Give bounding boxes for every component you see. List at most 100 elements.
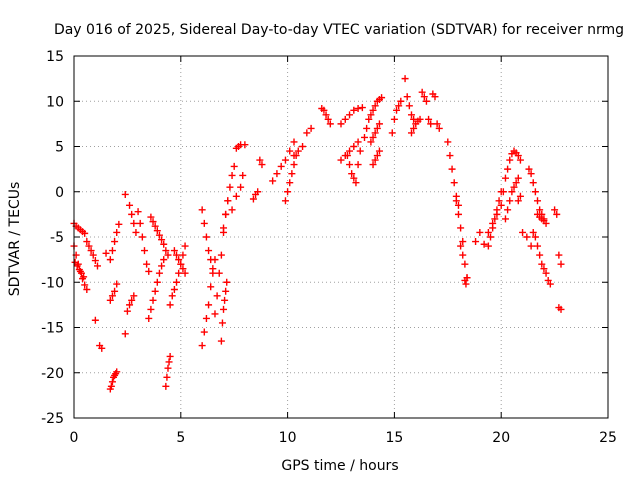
data-point	[341, 115, 349, 123]
data-point	[506, 156, 514, 164]
data-point	[132, 228, 140, 236]
series-sat-i	[121, 190, 138, 338]
data-point	[484, 228, 492, 236]
data-point	[222, 287, 230, 295]
data-point	[551, 206, 559, 214]
data-point	[166, 301, 174, 309]
data-point	[223, 278, 231, 286]
data-point	[288, 170, 296, 178]
data-point	[158, 236, 166, 244]
data-point	[514, 197, 522, 205]
data-point	[155, 269, 163, 277]
data-point	[153, 227, 161, 235]
data-point	[420, 93, 428, 101]
series-sat-b	[70, 242, 91, 293]
data-point	[277, 162, 285, 170]
series-sat-n	[162, 352, 174, 390]
data-point	[224, 197, 232, 205]
data-point	[205, 301, 213, 309]
series-sat-ak	[407, 115, 424, 137]
data-point	[501, 215, 509, 223]
data-point	[346, 161, 354, 169]
data-point	[207, 256, 215, 264]
data-point	[153, 278, 161, 286]
data-point	[126, 301, 134, 309]
y-tick-label: -25	[41, 411, 64, 427]
data-point	[452, 197, 460, 205]
data-point	[89, 251, 97, 259]
data-point	[239, 171, 247, 179]
data-point	[555, 251, 563, 259]
series-sat-w	[232, 141, 245, 152]
data-point	[531, 188, 539, 196]
data-point	[484, 242, 492, 250]
data-point	[546, 280, 554, 288]
data-point	[175, 256, 183, 264]
data-point	[307, 124, 315, 132]
data-point	[113, 368, 121, 376]
data-point	[495, 197, 503, 205]
y-tick-label: -20	[41, 366, 64, 382]
data-point	[529, 228, 537, 236]
data-point	[371, 129, 379, 137]
data-point	[200, 328, 208, 336]
chart-title: Day 016 of 2025, Sidereal Day-to-day VTE…	[54, 22, 624, 38]
data-point	[115, 220, 123, 228]
data-point	[390, 115, 398, 123]
data-point	[226, 183, 234, 191]
data-point	[523, 233, 531, 241]
data-point	[337, 120, 345, 128]
data-point	[418, 88, 426, 96]
data-point	[170, 285, 178, 293]
data-point	[126, 201, 134, 209]
data-point	[175, 269, 183, 277]
series-sat-e	[91, 249, 110, 352]
data-point	[85, 242, 93, 250]
data-point	[512, 179, 520, 187]
data-point	[371, 102, 379, 110]
data-point	[454, 201, 462, 209]
data-point	[350, 143, 358, 150]
series-sat-av	[514, 192, 535, 250]
data-point	[369, 106, 377, 114]
data-point	[350, 174, 358, 182]
data-point	[407, 111, 415, 119]
series-sat-y	[269, 138, 298, 185]
data-point	[508, 188, 516, 196]
data-point	[367, 138, 375, 146]
series-sat-u	[220, 162, 238, 232]
grid-lines	[74, 56, 608, 418]
data-point	[160, 240, 168, 248]
data-point	[147, 305, 155, 313]
series-sat-am	[429, 90, 443, 132]
series-sat-ag	[367, 120, 383, 146]
data-point	[145, 314, 153, 322]
data-point	[108, 378, 116, 386]
data-point	[170, 247, 178, 255]
x-tick-label: 20	[492, 430, 510, 446]
data-point	[164, 251, 172, 259]
series-sat-r	[198, 206, 217, 273]
data-point	[373, 152, 381, 160]
data-point	[514, 174, 522, 182]
data-point	[350, 106, 358, 114]
series-sat-p	[170, 247, 189, 277]
data-point	[416, 115, 424, 123]
data-point	[493, 206, 501, 214]
data-point	[448, 165, 456, 173]
data-point	[286, 147, 294, 155]
data-point	[75, 266, 83, 274]
data-point	[228, 171, 236, 179]
data-point	[151, 222, 159, 230]
data-point	[360, 133, 368, 141]
series-sat-j	[126, 201, 140, 236]
data-point	[446, 152, 454, 160]
data-point	[480, 240, 488, 248]
series-sat-m	[147, 213, 172, 259]
data-point	[536, 206, 544, 214]
data-point	[128, 296, 136, 304]
data-point	[256, 156, 264, 164]
data-point	[375, 147, 383, 155]
data-point	[140, 247, 148, 255]
